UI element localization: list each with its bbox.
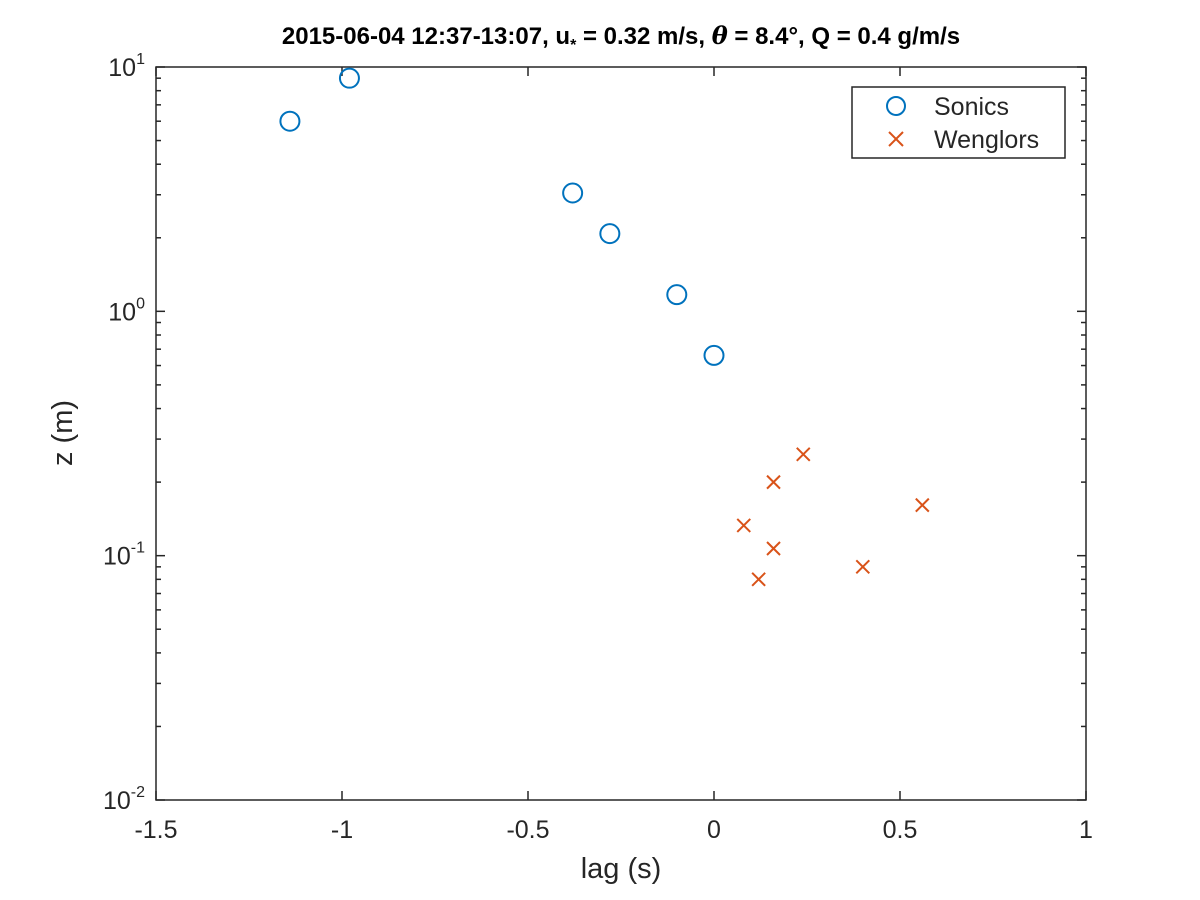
chart-title: 2015-06-04 12:37-13:07, u* = 0.32 m/s, θ… (282, 21, 960, 54)
legend-marker-wenglors (888, 131, 904, 147)
y-tick-label: 10-1 (103, 540, 145, 571)
y-tick-labels: 10-2 10-1 100 101 (103, 51, 145, 815)
point-sonics (599, 223, 621, 245)
legend-label-wenglors: Wenglors (934, 126, 1039, 154)
x-tick-label: -1 (331, 816, 353, 844)
y-axis-label: z (m) (47, 400, 79, 466)
legend-marker-sonics (886, 96, 906, 116)
data-markers (279, 67, 930, 587)
point-sonics (562, 182, 584, 204)
point-sonics (338, 67, 360, 89)
point-sonics (703, 344, 725, 366)
x-tick-label: -1.5 (134, 816, 177, 844)
point-wenglors (766, 541, 781, 556)
point-wenglors (915, 497, 930, 513)
axes-box (155, 66, 1087, 801)
point-wenglors (736, 518, 751, 533)
plot-area (155, 66, 1087, 801)
legend: Sonics Wenglors (851, 86, 1066, 159)
x-tick-label: 0.5 (883, 816, 918, 844)
point-sonics (279, 110, 301, 132)
axis-ticks (155, 66, 1087, 801)
legend-box (851, 86, 1066, 159)
legend-label-sonics: Sonics (934, 93, 1009, 121)
x-axis-label: lag (s) (581, 853, 662, 885)
point-wenglors (796, 447, 811, 462)
point-wenglors (751, 572, 766, 587)
x-tick-labels: -1.5 -1 -0.5 0 0.5 1 (134, 816, 1093, 844)
y-tick-label: 101 (108, 51, 145, 82)
point-wenglors (855, 559, 871, 575)
point-sonics (666, 284, 688, 306)
y-tick-label: 100 (108, 295, 145, 326)
x-tick-label: 0 (707, 816, 721, 844)
point-wenglors (766, 474, 781, 490)
x-tick-label: 1 (1079, 816, 1093, 844)
x-tick-label: -0.5 (506, 816, 549, 844)
y-tick-label: 10-2 (103, 784, 145, 815)
